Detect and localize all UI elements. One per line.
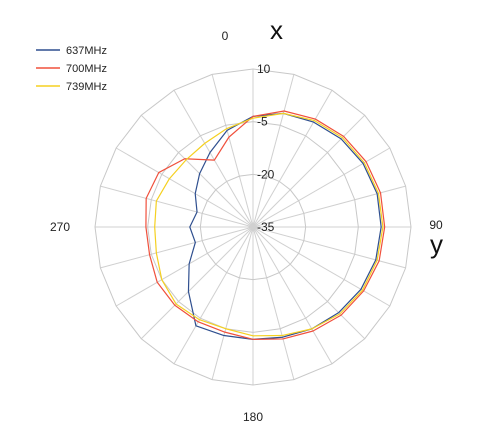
series-line-637MHz — [187, 112, 382, 340]
grid-spoke — [140, 114, 254, 228]
grid-spoke — [173, 226, 254, 365]
legend-label: 700MHz — [66, 63, 107, 75]
grid-spoke — [115, 226, 254, 307]
grid-spoke — [252, 147, 391, 228]
legend: 637MHz 700MHz 739MHz — [36, 45, 107, 93]
chart-labels: x y 10 -5 -20 -35 0 90 180 270 — [50, 15, 443, 424]
grid-ring — [147, 121, 359, 333]
axis-label-y: y — [430, 229, 443, 259]
radial-tick-label: -20 — [257, 167, 275, 181]
grid-spoke — [252, 114, 366, 228]
angle-tick-label: 0 — [222, 29, 229, 43]
grid-spoke — [252, 226, 333, 365]
grid-spoke — [252, 226, 406, 269]
angle-tick-label: 180 — [243, 410, 263, 424]
grid-spoke — [140, 226, 254, 340]
series-line-739MHz — [154, 112, 384, 337]
grid-spoke — [252, 226, 366, 340]
series-layer — [145, 110, 386, 340]
grid-spoke — [252, 89, 333, 228]
grid-ring — [94, 68, 412, 386]
grid-spoke — [211, 226, 254, 380]
radial-tick-label: 10 — [257, 62, 271, 76]
angle-tick-label: 270 — [50, 220, 70, 234]
angle-tick-label: 90 — [429, 218, 443, 232]
legend-label: 739MHz — [66, 81, 107, 93]
grid-spoke — [252, 74, 295, 228]
polar-grid — [94, 68, 412, 386]
series-line-700MHz — [145, 110, 386, 340]
grid-spoke — [115, 147, 254, 228]
grid-ring — [199, 173, 307, 281]
grid-spoke — [211, 74, 254, 228]
legend-label: 637MHz — [66, 45, 107, 57]
grid-spoke — [173, 89, 254, 228]
radial-tick-label: -35 — [257, 220, 275, 234]
axis-label-x: x — [270, 15, 283, 45]
grid-spoke — [100, 185, 254, 228]
grid-spoke — [252, 226, 295, 380]
radial-tick-label: -5 — [257, 115, 268, 129]
grid-spoke — [100, 226, 254, 269]
grid-spoke — [252, 226, 391, 307]
